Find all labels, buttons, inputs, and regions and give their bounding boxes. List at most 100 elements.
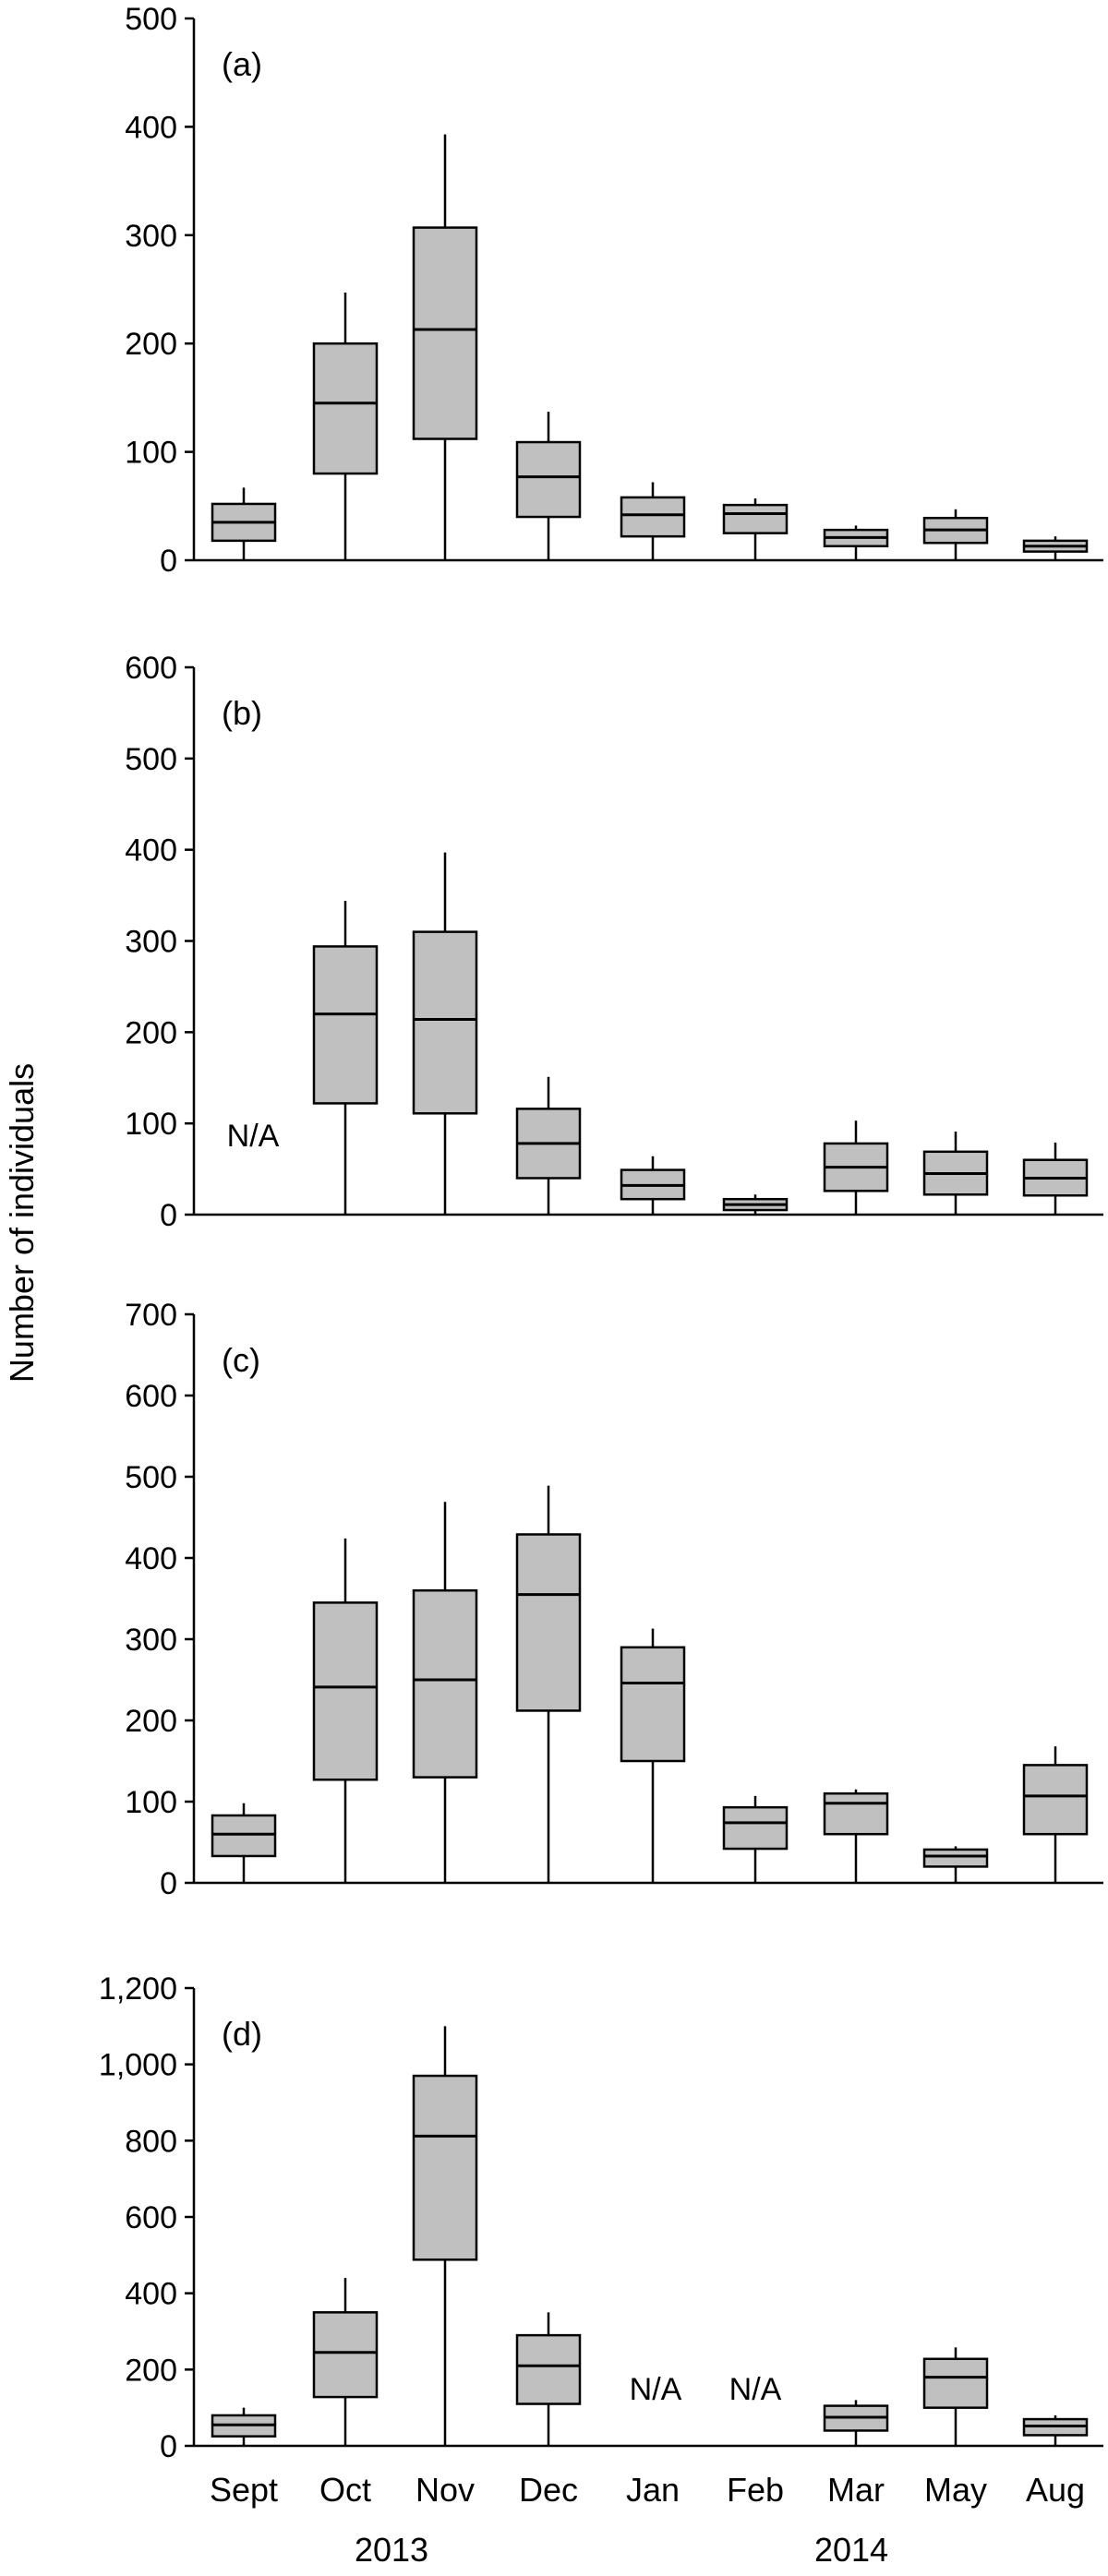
x-tick-label: Dec xyxy=(519,2471,578,2509)
box-iqr xyxy=(620,1646,686,1763)
panel-d: 0 200 400 600 800 1,000 1,200 (d) N/A N/A xyxy=(99,1971,1103,2464)
box-aug xyxy=(1022,2414,1089,2446)
box-iqr xyxy=(620,496,686,538)
box-oct xyxy=(312,293,379,560)
y-tick-label: 500 xyxy=(125,1460,177,1495)
box-sept xyxy=(211,1803,277,1883)
box-iqr xyxy=(722,503,789,534)
panel-b: 0 100 200 300 400 500 600 (b) N/A xyxy=(125,651,1103,1233)
box-may xyxy=(922,1846,989,1883)
box-mar xyxy=(823,1120,889,1215)
box-iqr xyxy=(312,341,379,475)
x-axis-labels: Sept Oct Nov Dec Jan Feb Mar May Aug 2013 2014 xyxy=(210,2471,1085,2569)
box-sept xyxy=(211,487,277,560)
y-tick-label: 200 xyxy=(125,1015,177,1050)
box-dec xyxy=(515,1076,582,1215)
box-jan xyxy=(620,482,686,560)
y-tick-label: 300 xyxy=(125,1623,177,1658)
box-iqr xyxy=(515,1533,582,1712)
box-feb xyxy=(722,1795,789,1883)
panel-label: (c) xyxy=(222,1341,260,1379)
box-aug xyxy=(1022,1142,1089,1215)
na-label: N/A xyxy=(630,2372,682,2407)
y-tick-label: 100 xyxy=(125,1785,177,1820)
box-nov xyxy=(412,134,478,560)
box-nov xyxy=(412,2026,478,2446)
x-tick-label: Oct xyxy=(319,2471,371,2509)
x-tick-label: Jan xyxy=(626,2471,680,2509)
box-iqr xyxy=(922,1848,989,1868)
panel-label: (b) xyxy=(222,694,262,732)
box-may xyxy=(922,2347,989,2446)
box-nov xyxy=(412,1502,478,1883)
y-tick-label: 400 xyxy=(125,2277,177,2312)
box-iqr xyxy=(1022,1764,1089,1836)
box-mar xyxy=(823,525,889,560)
box-iqr xyxy=(722,1805,789,1851)
y-tick-label: 0 xyxy=(160,544,177,579)
y-tick-label: 0 xyxy=(160,1198,177,1233)
box-feb xyxy=(722,498,789,560)
y-tick-label: 700 xyxy=(125,1298,177,1333)
panel-label: (d) xyxy=(222,2015,262,2053)
na-label: N/A xyxy=(227,1119,280,1154)
year-label: 2013 xyxy=(355,2531,428,2569)
box-feb xyxy=(722,1194,789,1215)
box-aug xyxy=(1022,536,1089,560)
box-may xyxy=(922,509,989,560)
y-tick-label: 600 xyxy=(125,1379,177,1414)
box-oct xyxy=(312,901,379,1215)
box-jan xyxy=(620,1628,686,1883)
box-dec xyxy=(515,1485,582,1883)
x-tick-label: Aug xyxy=(1026,2471,1085,2509)
y-tick-label: 400 xyxy=(125,1541,177,1576)
box-iqr xyxy=(312,2311,379,2399)
box-iqr xyxy=(412,930,478,1115)
box-mar xyxy=(823,2400,889,2446)
x-tick-label: May xyxy=(924,2471,987,2509)
y-axis-label: Number of individuals xyxy=(3,1063,41,1383)
box-jan xyxy=(620,1156,686,1215)
x-tick-label: Feb xyxy=(727,2471,784,2509)
box-sept xyxy=(211,2407,277,2446)
y-tick-label: 1,200 xyxy=(99,1971,177,2007)
na-label: N/A xyxy=(729,2372,782,2407)
y-tick-label: 400 xyxy=(125,110,177,145)
panel-a: 0 100 200 300 400 500 (a) xyxy=(125,2,1103,579)
box-iqr xyxy=(312,1601,379,1781)
y-tick-label: 200 xyxy=(125,327,177,362)
box-mar xyxy=(823,1789,889,1883)
y-tick-label: 1,000 xyxy=(99,2048,177,2083)
y-tick-label: 100 xyxy=(125,1107,177,1142)
x-tick-label: Mar xyxy=(827,2471,885,2509)
box-nov xyxy=(412,852,478,1215)
y-tick-label: 0 xyxy=(160,1866,177,1901)
box-iqr xyxy=(412,2074,478,2261)
box-iqr xyxy=(515,2333,582,2405)
y-tick-label: 100 xyxy=(125,436,177,471)
chart-panels: 0 100 200 300 400 500 (a) 0 100 200 300 400 500 600 (b… xyxy=(99,2,1103,2464)
year-label: 2014 xyxy=(814,2531,888,2569)
box-aug xyxy=(1022,1746,1089,1883)
box-iqr xyxy=(412,1588,478,1779)
y-tick-label: 500 xyxy=(125,2,177,37)
box-oct xyxy=(312,2278,379,2446)
box-iqr xyxy=(312,945,379,1105)
box-oct xyxy=(312,1538,379,1883)
y-tick-label: 200 xyxy=(125,2353,177,2388)
panel-c: 0 100 200 300 400 500 600 700 (c) xyxy=(125,1298,1103,1901)
y-tick-label: 600 xyxy=(125,651,177,686)
y-tick-label: 600 xyxy=(125,2200,177,2235)
y-tick-label: 500 xyxy=(125,742,177,777)
y-tick-label: 300 xyxy=(125,219,177,254)
box-iqr xyxy=(412,226,478,440)
x-tick-label: Sept xyxy=(210,2471,278,2509)
box-dec xyxy=(515,412,582,560)
box-iqr xyxy=(922,2357,989,2409)
panel-label: (a) xyxy=(222,45,262,83)
box-iqr xyxy=(515,440,582,519)
box-may xyxy=(922,1132,989,1215)
y-tick-label: 0 xyxy=(160,2429,177,2464)
y-tick-label: 400 xyxy=(125,833,177,869)
